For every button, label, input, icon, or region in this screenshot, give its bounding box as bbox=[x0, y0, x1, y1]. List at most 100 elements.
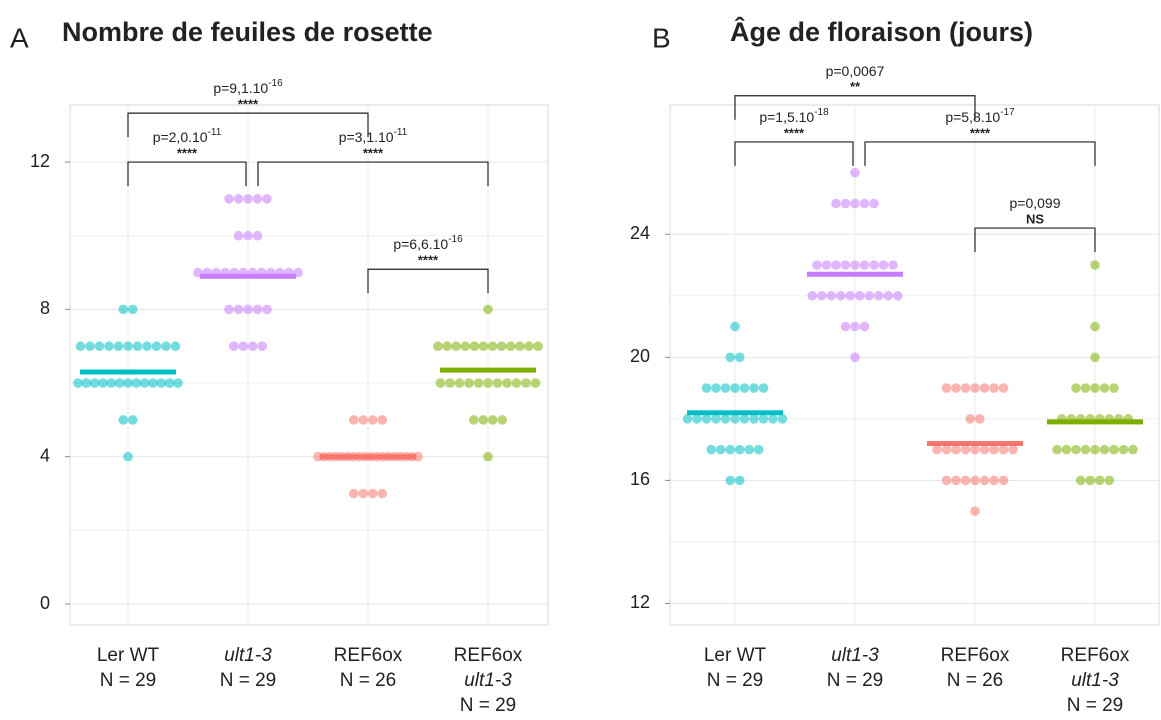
data-point bbox=[1071, 383, 1081, 393]
data-point bbox=[233, 304, 244, 315]
data-point bbox=[706, 444, 717, 455]
data-point bbox=[228, 341, 239, 352]
data-point bbox=[1061, 444, 1072, 455]
significance-bracket bbox=[127, 112, 369, 138]
data-point bbox=[850, 321, 860, 332]
data-point bbox=[1109, 383, 1119, 393]
data-point bbox=[965, 414, 976, 424]
data-point bbox=[243, 230, 253, 241]
data-point bbox=[1099, 444, 1110, 455]
data-point bbox=[1071, 444, 1081, 455]
data-point bbox=[233, 194, 244, 204]
data-point bbox=[715, 444, 726, 455]
p-value-exponent: -18 bbox=[814, 107, 829, 118]
panel-letter: B bbox=[652, 22, 671, 53]
data-point bbox=[113, 341, 124, 352]
data-point bbox=[970, 475, 980, 486]
significance-bracket bbox=[974, 227, 1096, 253]
data-point bbox=[845, 290, 856, 301]
x-tick-label: REF6ox bbox=[454, 645, 523, 666]
data-point bbox=[85, 341, 95, 352]
y-tick-label: 12 bbox=[630, 592, 650, 612]
data-point bbox=[94, 341, 105, 352]
data-point bbox=[840, 198, 851, 209]
data-point bbox=[252, 194, 263, 204]
chart-title: Âge de floraison (jours) bbox=[730, 16, 1033, 47]
data-point bbox=[850, 260, 860, 270]
data-point bbox=[941, 475, 952, 486]
data-point bbox=[1075, 475, 1086, 486]
data-point bbox=[1109, 444, 1119, 455]
data-point bbox=[521, 378, 531, 388]
significance-stars: **** bbox=[177, 146, 198, 161]
p-value-text: p=6,6.10 bbox=[393, 236, 448, 252]
data-point bbox=[1099, 383, 1110, 393]
p-value-exponent: -16 bbox=[268, 78, 283, 89]
n-label: N = 29 bbox=[100, 670, 157, 691]
y-tick-label: 16 bbox=[630, 469, 650, 489]
data-point bbox=[433, 341, 443, 352]
data-point bbox=[873, 290, 884, 301]
data-point bbox=[854, 290, 865, 301]
data-point bbox=[367, 415, 378, 425]
data-point bbox=[859, 260, 870, 270]
data-point bbox=[758, 383, 769, 393]
p-value-text: p=3,1.10 bbox=[339, 129, 394, 145]
data-point bbox=[473, 378, 484, 388]
data-point bbox=[1118, 444, 1129, 455]
p-value: p=6,6.10-16 bbox=[393, 234, 463, 252]
data-point bbox=[502, 378, 512, 388]
significance-stars: ** bbox=[850, 79, 861, 94]
x-tick-label: Ler WT bbox=[97, 645, 160, 666]
data-point bbox=[511, 378, 522, 388]
chart-title: Nombre de feuiles de rosette bbox=[62, 17, 433, 47]
data-point bbox=[497, 415, 508, 425]
x-tick-label: ult1-3 bbox=[464, 670, 512, 691]
data-point bbox=[749, 414, 759, 424]
data-point bbox=[744, 444, 755, 455]
data-point bbox=[951, 444, 961, 455]
y-tick-label: 4 bbox=[40, 445, 50, 465]
y-tick-label: 0 bbox=[40, 593, 50, 613]
y-tick-label: 8 bbox=[40, 298, 50, 318]
data-point bbox=[960, 444, 971, 455]
data-point bbox=[998, 383, 1009, 393]
data-point bbox=[257, 341, 268, 352]
data-point bbox=[114, 378, 125, 388]
data-point bbox=[941, 383, 952, 393]
data-point bbox=[243, 194, 253, 204]
data-point bbox=[1052, 444, 1062, 455]
p-value-text: p=0,099 bbox=[1010, 195, 1061, 211]
y-tick-label: 12 bbox=[30, 151, 50, 171]
data-point bbox=[859, 321, 870, 332]
data-point bbox=[161, 341, 171, 352]
data-point bbox=[530, 378, 541, 388]
data-point bbox=[164, 378, 175, 388]
p-value-text: p=2,0.10 bbox=[153, 129, 208, 145]
data-point bbox=[840, 321, 851, 332]
n-label: N = 29 bbox=[1067, 695, 1124, 716]
data-point bbox=[753, 444, 764, 455]
data-point bbox=[127, 304, 138, 315]
data-point bbox=[807, 290, 818, 301]
data-point bbox=[358, 415, 369, 425]
data-point bbox=[104, 341, 114, 352]
data-point bbox=[725, 352, 736, 363]
x-tick-label: REF6ox bbox=[941, 645, 1010, 666]
data-point bbox=[496, 341, 507, 352]
data-point bbox=[1090, 260, 1100, 270]
data-point bbox=[460, 341, 471, 352]
data-point bbox=[864, 290, 875, 301]
data-point bbox=[989, 444, 999, 455]
significance-bracket bbox=[127, 161, 247, 187]
data-point bbox=[974, 414, 985, 424]
data-point bbox=[1128, 444, 1138, 455]
data-point bbox=[998, 475, 1009, 486]
p-value-exponent: -16 bbox=[448, 234, 463, 245]
data-point bbox=[1090, 383, 1100, 393]
data-point bbox=[831, 198, 841, 209]
n-label: N = 29 bbox=[460, 695, 517, 716]
data-point bbox=[123, 341, 133, 352]
data-point bbox=[123, 378, 133, 388]
